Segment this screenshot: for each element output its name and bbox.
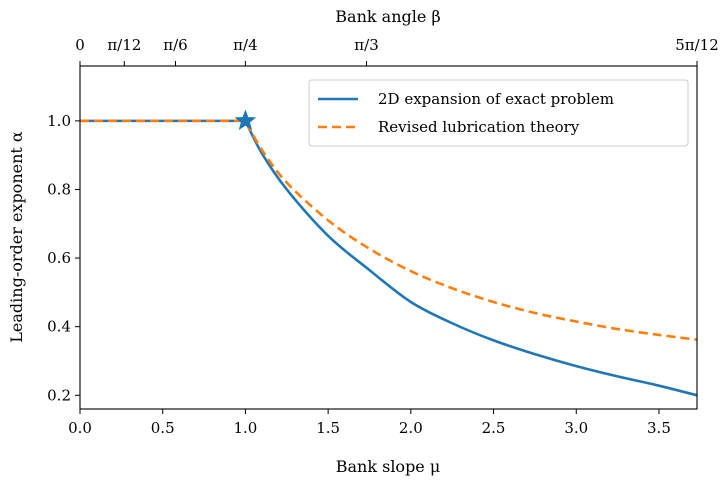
y-tick-label: 0.4 [47, 318, 71, 336]
y-tick-label: 0.6 [47, 249, 71, 267]
top-axis: 0 π/12 π/6 π/4 π/3 5π/12 [75, 36, 719, 66]
top-tick-label: π/6 [163, 36, 187, 54]
x-tick-label: 3.5 [647, 419, 671, 437]
top-axis-label: Bank angle β [335, 7, 440, 26]
legend-label-lubrication: Revised lubrication theory [378, 118, 580, 136]
top-tick-label: π/4 [233, 36, 257, 54]
y-tick-label: 1.0 [47, 112, 71, 130]
star-marker [234, 109, 257, 131]
x-tick-label: 2.5 [482, 419, 506, 437]
legend: 2D expansion of exact problem Revised lu… [308, 79, 689, 147]
y-tick-label: 0.8 [47, 180, 71, 198]
series-layer [80, 119, 698, 397]
x-tick-label: 2.0 [399, 419, 423, 437]
plot-frame [79, 65, 698, 410]
top-tick-label: π/12 [107, 36, 141, 54]
top-tick-label: 0 [75, 36, 85, 54]
x-tick-label: 0.0 [68, 419, 92, 437]
top-tick-label: π/3 [354, 36, 378, 54]
legend-box [308, 79, 689, 147]
series-line-1 [80, 119, 698, 341]
x-tick-label: 1.0 [233, 419, 257, 437]
top-tick-label: 5π/12 [675, 36, 719, 54]
y-axis-label: Leading-order exponent α [7, 131, 26, 343]
bottom-axis: 0.0 0.5 1.0 1.5 2.0 2.5 3.0 3.5 [68, 409, 671, 437]
x-tick-label: 3.0 [564, 419, 588, 437]
x-tick-label: 0.5 [151, 419, 175, 437]
legend-label-exact: 2D expansion of exact problem [378, 90, 614, 108]
x-axis-label: Bank slope μ [336, 457, 441, 476]
marker-layer [234, 109, 257, 131]
y-tick-label: 0.2 [47, 386, 71, 404]
left-axis: 0.2 0.4 0.6 0.8 1.0 [47, 112, 80, 404]
series-line-0 [80, 119, 698, 397]
x-tick-label: 1.5 [316, 419, 340, 437]
